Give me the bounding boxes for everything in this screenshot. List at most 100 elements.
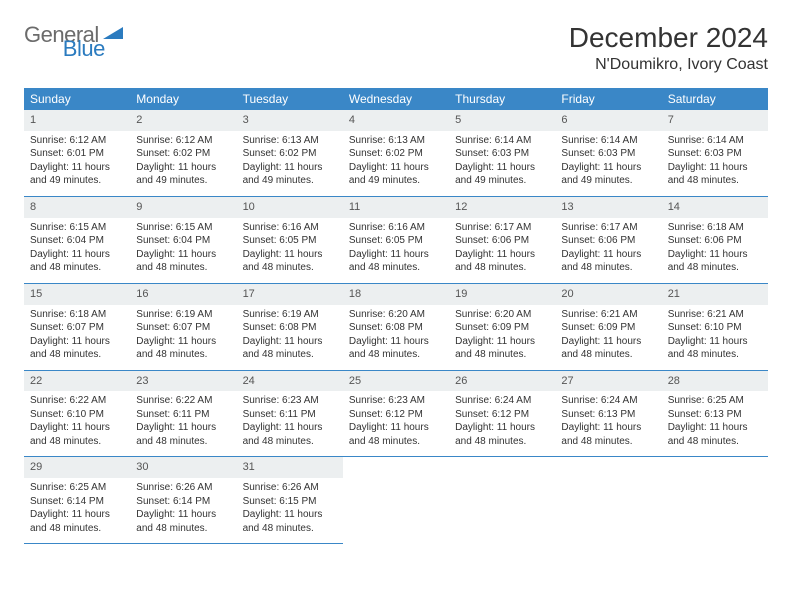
daylight-line: Daylight: 11 hours and 48 minutes.	[349, 421, 443, 448]
sunset-line: Sunset: 6:04 PM	[30, 234, 124, 248]
day-cell: Sunrise: 6:15 AMSunset: 6:04 PMDaylight:…	[24, 218, 130, 284]
title-block: December 2024 N'Doumikro, Ivory Coast	[569, 22, 768, 74]
daylight-line: Daylight: 11 hours and 48 minutes.	[349, 248, 443, 275]
day-cell: Sunrise: 6:18 AMSunset: 6:07 PMDaylight:…	[24, 305, 130, 371]
daylight-line: Daylight: 11 hours and 48 minutes.	[668, 161, 762, 188]
day-cell: Sunrise: 6:14 AMSunset: 6:03 PMDaylight:…	[555, 131, 661, 197]
day-cell: Sunrise: 6:26 AMSunset: 6:14 PMDaylight:…	[130, 478, 236, 544]
daylight-line: Daylight: 11 hours and 49 minutes.	[349, 161, 443, 188]
day-number: 13	[555, 196, 661, 217]
sunrise-line: Sunrise: 6:14 AM	[668, 134, 762, 148]
day-cell: Sunrise: 6:25 AMSunset: 6:14 PMDaylight:…	[24, 478, 130, 544]
day-cell	[449, 478, 555, 544]
sunrise-line: Sunrise: 6:21 AM	[561, 308, 655, 322]
sunrise-line: Sunrise: 6:25 AM	[668, 394, 762, 408]
daylight-line: Daylight: 11 hours and 49 minutes.	[136, 161, 230, 188]
sunset-line: Sunset: 6:11 PM	[243, 408, 337, 422]
day-number: 14	[662, 196, 768, 217]
sunset-line: Sunset: 6:10 PM	[668, 321, 762, 335]
day-number: 4	[343, 110, 449, 131]
sunset-line: Sunset: 6:09 PM	[455, 321, 549, 335]
day-cell: Sunrise: 6:12 AMSunset: 6:02 PMDaylight:…	[130, 131, 236, 197]
daylight-line: Daylight: 11 hours and 48 minutes.	[30, 508, 124, 535]
sunrise-line: Sunrise: 6:13 AM	[349, 134, 443, 148]
day-header: Sunday	[24, 88, 130, 110]
content-row: Sunrise: 6:12 AMSunset: 6:01 PMDaylight:…	[24, 131, 768, 197]
sunrise-line: Sunrise: 6:18 AM	[30, 308, 124, 322]
sunrise-line: Sunrise: 6:24 AM	[561, 394, 655, 408]
day-number: 6	[555, 110, 661, 131]
sunset-line: Sunset: 6:06 PM	[561, 234, 655, 248]
daylight-line: Daylight: 11 hours and 48 minutes.	[136, 248, 230, 275]
sunrise-line: Sunrise: 6:18 AM	[668, 221, 762, 235]
sunset-line: Sunset: 6:10 PM	[30, 408, 124, 422]
day-number	[555, 457, 661, 478]
day-number: 27	[555, 370, 661, 391]
day-cell: Sunrise: 6:21 AMSunset: 6:10 PMDaylight:…	[662, 305, 768, 371]
day-number: 20	[555, 283, 661, 304]
daylight-line: Daylight: 11 hours and 48 minutes.	[243, 508, 337, 535]
day-number: 1	[24, 110, 130, 131]
calendar-body: 1234567Sunrise: 6:12 AMSunset: 6:01 PMDa…	[24, 110, 768, 544]
sunset-line: Sunset: 6:07 PM	[136, 321, 230, 335]
sunrise-line: Sunrise: 6:13 AM	[243, 134, 337, 148]
day-number: 5	[449, 110, 555, 131]
sunset-line: Sunset: 6:07 PM	[30, 321, 124, 335]
day-cell: Sunrise: 6:24 AMSunset: 6:13 PMDaylight:…	[555, 391, 661, 457]
day-number: 17	[237, 283, 343, 304]
day-number: 25	[343, 370, 449, 391]
daylight-line: Daylight: 11 hours and 48 minutes.	[136, 335, 230, 362]
day-cell: Sunrise: 6:26 AMSunset: 6:15 PMDaylight:…	[237, 478, 343, 544]
day-header: Friday	[555, 88, 661, 110]
day-header: Tuesday	[237, 88, 343, 110]
sunrise-line: Sunrise: 6:26 AM	[243, 481, 337, 495]
day-cell: Sunrise: 6:22 AMSunset: 6:10 PMDaylight:…	[24, 391, 130, 457]
sunset-line: Sunset: 6:02 PM	[136, 147, 230, 161]
day-cell: Sunrise: 6:22 AMSunset: 6:11 PMDaylight:…	[130, 391, 236, 457]
day-header: Wednesday	[343, 88, 449, 110]
daynum-row: 1234567	[24, 110, 768, 131]
day-cell	[343, 478, 449, 544]
month-title: December 2024	[569, 22, 768, 54]
day-cell: Sunrise: 6:25 AMSunset: 6:13 PMDaylight:…	[662, 391, 768, 457]
sunset-line: Sunset: 6:05 PM	[349, 234, 443, 248]
day-number: 23	[130, 370, 236, 391]
daynum-row: 293031	[24, 457, 768, 478]
daylight-line: Daylight: 11 hours and 48 minutes.	[668, 421, 762, 448]
sunset-line: Sunset: 6:04 PM	[136, 234, 230, 248]
sunrise-line: Sunrise: 6:21 AM	[668, 308, 762, 322]
day-number: 11	[343, 196, 449, 217]
logo-text-blue: Blue	[63, 36, 105, 61]
daynum-row: 22232425262728	[24, 370, 768, 391]
sunset-line: Sunset: 6:06 PM	[455, 234, 549, 248]
day-cell: Sunrise: 6:20 AMSunset: 6:09 PMDaylight:…	[449, 305, 555, 371]
daylight-line: Daylight: 11 hours and 48 minutes.	[561, 335, 655, 362]
header: General Blue December 2024 N'Doumikro, I…	[24, 22, 768, 74]
daylight-line: Daylight: 11 hours and 49 minutes.	[243, 161, 337, 188]
day-cell: Sunrise: 6:13 AMSunset: 6:02 PMDaylight:…	[343, 131, 449, 197]
content-row: Sunrise: 6:18 AMSunset: 6:07 PMDaylight:…	[24, 305, 768, 371]
day-cell: Sunrise: 6:23 AMSunset: 6:12 PMDaylight:…	[343, 391, 449, 457]
sunset-line: Sunset: 6:12 PM	[349, 408, 443, 422]
day-cell: Sunrise: 6:20 AMSunset: 6:08 PMDaylight:…	[343, 305, 449, 371]
sunrise-line: Sunrise: 6:14 AM	[561, 134, 655, 148]
sunset-line: Sunset: 6:14 PM	[30, 495, 124, 509]
day-number: 3	[237, 110, 343, 131]
calendar-table: SundayMondayTuesdayWednesdayThursdayFrid…	[24, 88, 768, 544]
daylight-line: Daylight: 11 hours and 49 minutes.	[561, 161, 655, 188]
sunset-line: Sunset: 6:02 PM	[349, 147, 443, 161]
sunrise-line: Sunrise: 6:22 AM	[30, 394, 124, 408]
daylight-line: Daylight: 11 hours and 48 minutes.	[668, 248, 762, 275]
day-cell: Sunrise: 6:14 AMSunset: 6:03 PMDaylight:…	[662, 131, 768, 197]
sunset-line: Sunset: 6:08 PM	[243, 321, 337, 335]
sunrise-line: Sunrise: 6:17 AM	[561, 221, 655, 235]
sunset-line: Sunset: 6:13 PM	[668, 408, 762, 422]
day-cell: Sunrise: 6:13 AMSunset: 6:02 PMDaylight:…	[237, 131, 343, 197]
daynum-row: 891011121314	[24, 196, 768, 217]
sunset-line: Sunset: 6:13 PM	[561, 408, 655, 422]
day-number: 19	[449, 283, 555, 304]
day-cell: Sunrise: 6:15 AMSunset: 6:04 PMDaylight:…	[130, 218, 236, 284]
daylight-line: Daylight: 11 hours and 48 minutes.	[30, 248, 124, 275]
content-row: Sunrise: 6:22 AMSunset: 6:10 PM Daylight:…	[24, 391, 768, 457]
sunset-line: Sunset: 6:11 PM	[136, 408, 230, 422]
